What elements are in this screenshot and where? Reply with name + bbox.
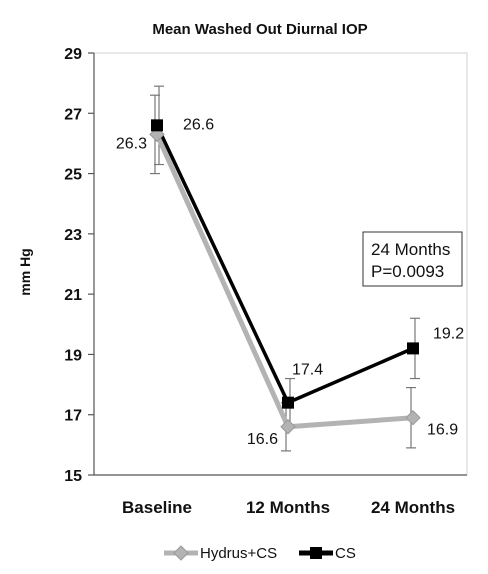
data-label-cs: 26.6 <box>183 116 214 133</box>
legend-marker-hydrus <box>173 545 189 561</box>
y-tick-label: 19 <box>64 347 82 364</box>
error-bars <box>150 85 420 452</box>
marker-cs <box>407 342 419 355</box>
y-ticks: 15 17 19 21 23 25 27 29 <box>64 46 94 485</box>
marker-cs <box>151 119 163 132</box>
data-label-hydrus-cs: 16.9 <box>427 422 458 439</box>
data-label-cs: 19.2 <box>433 325 464 342</box>
data-label-hydrus-cs: 26.3 <box>116 135 147 152</box>
data-labels: 26.3 16.6 16.9 26.6 17.4 19.2 <box>116 116 464 447</box>
y-tick-label: 17 <box>64 408 82 425</box>
chart-title: Mean Washed Out Diurnal IOP <box>152 21 367 38</box>
legend-marker-cs <box>310 547 322 559</box>
y-axis-label: mm Hg <box>17 248 33 295</box>
annotation-line1: 24 Months <box>371 240 450 259</box>
marker-cs <box>282 396 294 409</box>
annotation-line2: P=0.0093 <box>371 262 444 281</box>
y-tick-label: 25 <box>64 167 82 184</box>
x-ticks: Baseline 12 Months 24 Months <box>122 498 455 517</box>
annotation-frame <box>362 231 463 287</box>
legend-item-hydrus: Hydrus+CS <box>164 545 277 562</box>
marker-hydrus-cs <box>405 410 421 426</box>
y-tick-label: 29 <box>64 46 82 63</box>
series-markers <box>149 119 421 435</box>
annotation-box: 24 Months P=0.0093 <box>362 231 463 287</box>
y-tick-label: 21 <box>64 287 82 304</box>
marker-hydrus-cs <box>280 419 296 435</box>
data-label-cs: 17.4 <box>292 362 323 379</box>
legend-label-hydrus: Hydrus+CS <box>200 545 277 562</box>
y-tick-label: 15 <box>64 468 82 485</box>
x-tick-label: Baseline <box>122 498 192 517</box>
data-label-hydrus-cs: 16.6 <box>247 431 278 448</box>
legend-item-cs: CS <box>299 545 356 562</box>
y-tick-label: 23 <box>64 227 82 244</box>
x-tick-label: 12 Months <box>246 498 330 517</box>
legend-label-cs: CS <box>335 545 356 562</box>
x-tick-label: 24 Months <box>371 498 455 517</box>
legend: Hydrus+CS CS <box>164 545 356 562</box>
y-tick-label: 27 <box>64 106 82 123</box>
